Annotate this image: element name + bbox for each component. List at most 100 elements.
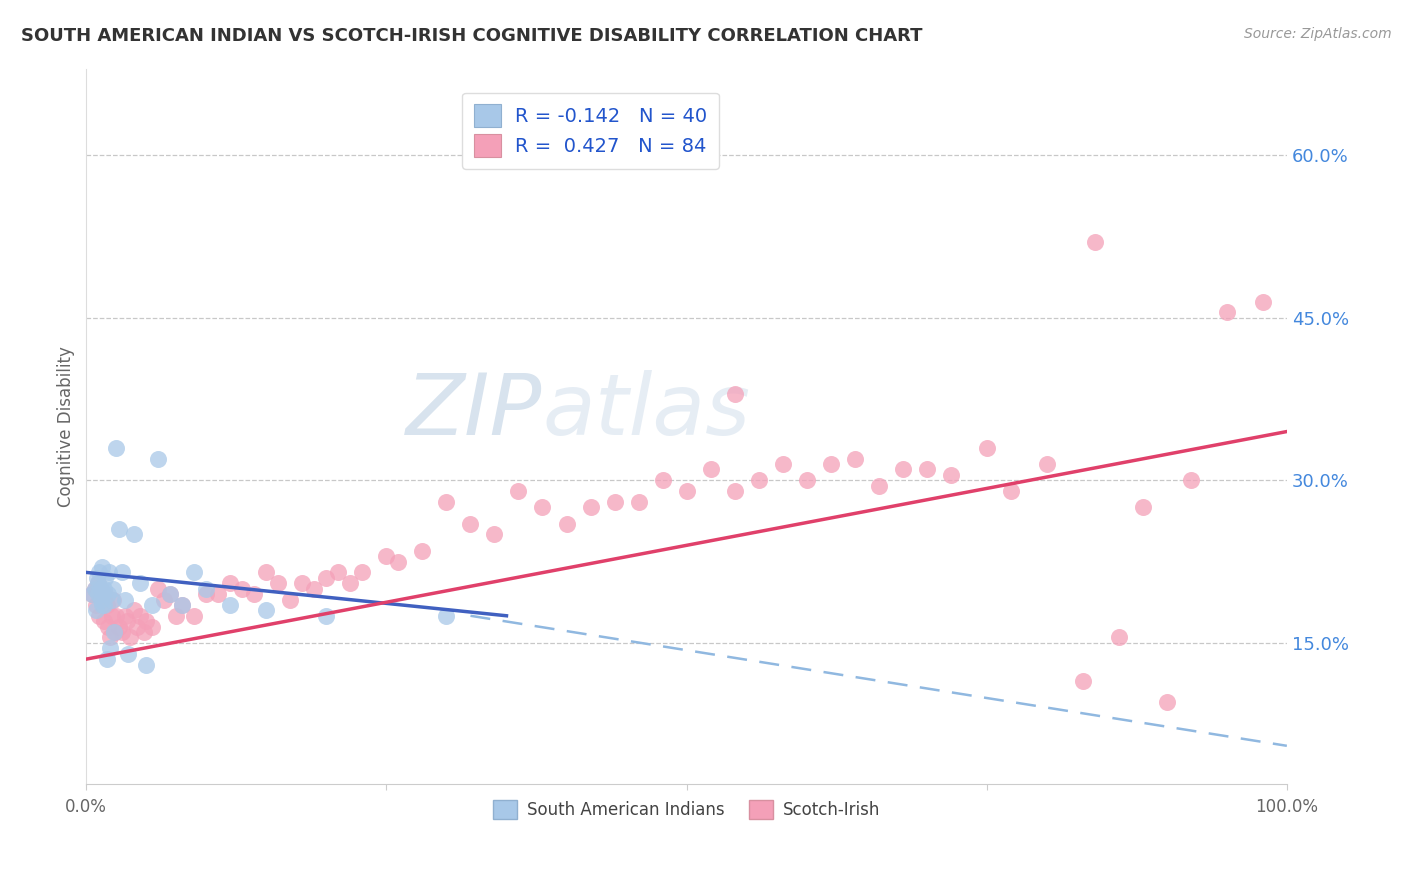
- Point: [231, 582, 253, 596]
- Point: [87, 576, 110, 591]
- Point: [207, 587, 229, 601]
- Point: [915, 462, 938, 476]
- Point: [195, 587, 218, 601]
- Point: [129, 576, 152, 591]
- Point: [135, 657, 157, 672]
- Point: [531, 500, 554, 515]
- Point: [107, 522, 129, 536]
- Point: [104, 625, 127, 640]
- Point: [219, 576, 242, 591]
- Point: [159, 587, 181, 601]
- Point: [1156, 696, 1178, 710]
- Point: [94, 587, 117, 601]
- Point: [484, 527, 506, 541]
- Point: [97, 587, 120, 601]
- Point: [254, 566, 277, 580]
- Point: [94, 571, 117, 585]
- Point: [98, 566, 121, 580]
- Point: [82, 587, 104, 601]
- Point: [891, 462, 914, 476]
- Text: ZIP: ZIP: [406, 370, 543, 453]
- Point: [723, 386, 745, 401]
- Point: [651, 473, 673, 487]
- Point: [101, 592, 124, 607]
- Point: [328, 566, 350, 580]
- Point: [219, 598, 242, 612]
- Y-axis label: Cognitive Disability: Cognitive Disability: [58, 346, 75, 507]
- Point: [111, 566, 134, 580]
- Point: [339, 576, 361, 591]
- Point: [165, 608, 187, 623]
- Point: [90, 592, 112, 607]
- Point: [111, 625, 134, 640]
- Point: [114, 592, 136, 607]
- Point: [129, 608, 152, 623]
- Point: [280, 592, 302, 607]
- Point: [87, 587, 110, 601]
- Point: [411, 543, 433, 558]
- Point: [172, 598, 194, 612]
- Point: [699, 462, 721, 476]
- Point: [141, 598, 163, 612]
- Point: [101, 582, 124, 596]
- Point: [105, 608, 128, 623]
- Point: [579, 500, 602, 515]
- Point: [82, 587, 104, 601]
- Point: [291, 576, 314, 591]
- Point: [172, 598, 194, 612]
- Point: [159, 587, 181, 601]
- Point: [90, 560, 112, 574]
- Point: [195, 582, 218, 596]
- Point: [97, 619, 120, 633]
- Point: [124, 527, 146, 541]
- Point: [436, 608, 458, 623]
- Point: [90, 582, 112, 596]
- Point: [93, 582, 115, 596]
- Text: SOUTH AMERICAN INDIAN VS SCOTCH-IRISH COGNITIVE DISABILITY CORRELATION CHART: SOUTH AMERICAN INDIAN VS SCOTCH-IRISH CO…: [21, 27, 922, 45]
- Legend: South American Indians, Scotch-Irish: South American Indians, Scotch-Irish: [486, 793, 887, 825]
- Point: [387, 555, 409, 569]
- Point: [183, 566, 205, 580]
- Point: [98, 631, 121, 645]
- Point: [83, 582, 105, 596]
- Point: [87, 576, 110, 591]
- Point: [89, 608, 111, 623]
- Point: [125, 619, 148, 633]
- Point: [1132, 500, 1154, 515]
- Point: [748, 473, 770, 487]
- Point: [315, 608, 337, 623]
- Point: [96, 652, 118, 666]
- Point: [1084, 235, 1107, 249]
- Point: [93, 614, 115, 628]
- Point: [118, 631, 141, 645]
- Point: [148, 451, 170, 466]
- Point: [627, 495, 650, 509]
- Point: [675, 484, 697, 499]
- Point: [820, 457, 842, 471]
- Point: [555, 516, 578, 531]
- Point: [96, 598, 118, 612]
- Point: [267, 576, 290, 591]
- Point: [153, 592, 176, 607]
- Point: [100, 608, 122, 623]
- Point: [844, 451, 866, 466]
- Point: [84, 603, 107, 617]
- Point: [183, 608, 205, 623]
- Point: [1251, 294, 1274, 309]
- Point: [105, 441, 128, 455]
- Point: [939, 467, 962, 482]
- Point: [93, 598, 115, 612]
- Point: [86, 571, 108, 585]
- Point: [976, 441, 998, 455]
- Point: [1180, 473, 1202, 487]
- Point: [124, 603, 146, 617]
- Point: [375, 549, 398, 564]
- Point: [868, 479, 890, 493]
- Point: [1108, 631, 1130, 645]
- Point: [1216, 305, 1239, 319]
- Point: [89, 566, 111, 580]
- Text: atlas: atlas: [543, 370, 751, 453]
- Point: [115, 614, 138, 628]
- Point: [132, 625, 155, 640]
- Point: [114, 608, 136, 623]
